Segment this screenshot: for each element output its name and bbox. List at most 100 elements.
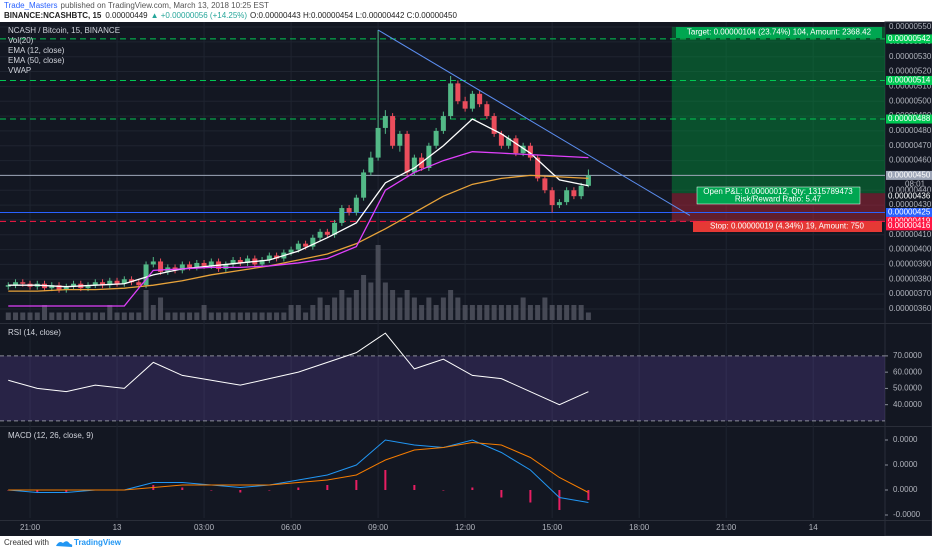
volume-bar	[317, 297, 323, 320]
macd-histogram-bar	[384, 470, 387, 490]
candle-body	[179, 264, 185, 271]
candle-body	[223, 264, 229, 269]
y-tick-label: 0.00000410	[889, 230, 932, 239]
candle-body	[187, 264, 193, 268]
volume-bar	[404, 290, 410, 320]
macd-histogram-bar	[471, 487, 474, 490]
y-tick-label: 0.00000550	[889, 22, 932, 31]
volume-bar	[266, 312, 272, 320]
volume-bar	[310, 305, 316, 320]
macd-histogram-bar	[181, 487, 184, 490]
volume-bar	[194, 312, 200, 320]
target-label-box	[676, 27, 882, 38]
volume-bar	[121, 312, 127, 320]
footer-brand[interactable]: TradingView	[74, 538, 122, 547]
volume-bar	[571, 305, 577, 320]
candle-body	[397, 133, 403, 146]
candle-body	[324, 231, 330, 235]
y-tick-label: 0.00000400	[889, 245, 932, 254]
candle-body	[411, 157, 417, 173]
y-tick-label: 0.00000430	[889, 200, 932, 209]
candle-body	[13, 282, 19, 286]
x-tick-label: 12:00	[455, 523, 476, 532]
volume-bar	[506, 305, 512, 320]
volume-bar	[42, 305, 48, 320]
volume-bar	[353, 290, 359, 320]
candle-body	[404, 133, 410, 173]
y-tick-label: 0.00000390	[889, 260, 932, 269]
volume-bar	[201, 305, 207, 320]
y-tick-label: 0.00000480	[889, 126, 932, 135]
volume-bar	[136, 312, 142, 320]
candle-body	[201, 262, 207, 266]
volume-bar	[448, 290, 454, 320]
candle-body	[150, 261, 156, 265]
candle-body	[245, 258, 251, 263]
volume-bar	[324, 305, 330, 320]
candle-body	[114, 280, 120, 284]
symbol: BINANCE:NCASHBTC, 15	[4, 11, 102, 20]
candle-body	[136, 282, 142, 286]
candle-body	[469, 93, 475, 109]
volume-bar	[382, 282, 388, 320]
stop-label-box	[693, 221, 882, 232]
macd-histogram-bar	[500, 490, 503, 498]
rsi-tick-label: 50.0000	[893, 384, 922, 393]
candle-body	[129, 279, 135, 283]
candle-body	[71, 283, 77, 287]
candle-body	[484, 104, 490, 117]
candle-body	[491, 116, 497, 134]
volume-bar	[390, 290, 396, 320]
candle-body	[549, 190, 555, 206]
candle-body	[274, 255, 280, 259]
volume-bar	[498, 305, 504, 320]
macd-tick-label: -0.0000	[893, 510, 921, 519]
level-label: 0.00000425	[888, 208, 931, 217]
volume-bar	[150, 305, 156, 320]
y-tick-label: 0.00000360	[889, 304, 932, 313]
volume-bar	[252, 312, 258, 320]
volume-bar	[556, 305, 562, 320]
volume-bar	[585, 312, 591, 320]
author[interactable]: Trade_Masters	[4, 1, 58, 10]
level-tag	[886, 191, 932, 201]
volume-bar	[165, 312, 171, 320]
y-tick-label: 0.00000520	[889, 67, 932, 76]
volume-bar	[187, 312, 193, 320]
legend-entry: Vol(20)	[8, 36, 34, 45]
y-tick-label: 0.00000470	[889, 141, 932, 150]
rsi-line	[8, 332, 589, 406]
candle-body	[194, 262, 200, 268]
macd-label: MACD (12, 26, close, 9)	[8, 431, 94, 440]
header-bar	[0, 0, 932, 22]
volume-bar	[455, 297, 461, 320]
volume-bar	[129, 312, 135, 320]
candle-body	[63, 286, 69, 290]
level-tag	[886, 75, 932, 85]
volume-bar	[339, 290, 345, 320]
volume-bar	[56, 312, 62, 320]
macd-histogram-bar	[210, 490, 213, 491]
volume-bar	[27, 312, 33, 320]
x-tick-label: 18:00	[629, 523, 650, 532]
candle-body	[375, 127, 381, 158]
candle-body	[368, 157, 374, 173]
volume-bar	[158, 297, 164, 320]
countdown: 08:01	[905, 180, 926, 189]
volume-bar	[520, 297, 526, 320]
candle-body	[353, 197, 359, 213]
volume-bar	[71, 312, 77, 320]
macd-signal-line	[8, 441, 589, 493]
level-tag	[886, 170, 932, 180]
change: ▲ +0.00000056 (+14.25%)	[151, 11, 248, 20]
macd-histogram-bar	[326, 485, 329, 490]
legend-entry: VWAP	[8, 66, 31, 75]
rsi-label: RSI (14, close)	[8, 328, 61, 337]
macd-tick-label: 0.0000	[893, 435, 918, 444]
candle-body	[266, 255, 272, 260]
volume-bar	[484, 305, 490, 320]
volume-bar	[114, 312, 120, 320]
candle-body	[506, 138, 512, 146]
candle-body	[332, 222, 338, 235]
y-tick-label: 0.00000370	[889, 289, 932, 298]
